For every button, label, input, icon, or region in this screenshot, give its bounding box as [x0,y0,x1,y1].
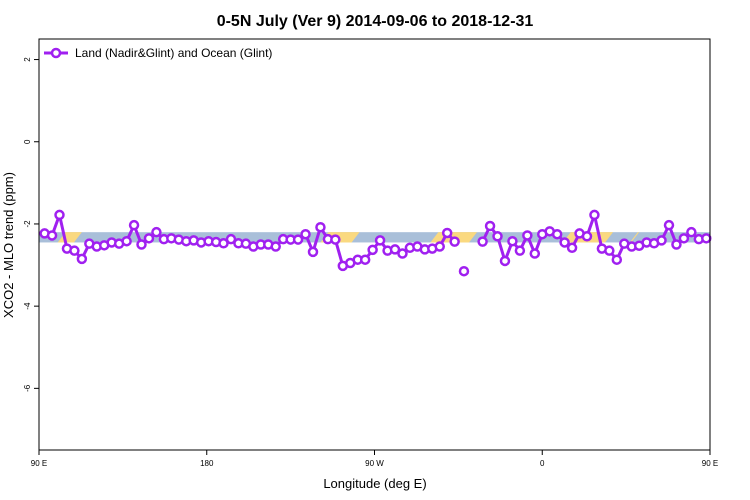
data-point [69,245,80,256]
data-point [315,221,326,233]
data-point [656,235,667,246]
data-point [359,254,371,265]
data-point [218,238,229,249]
legend-marker [50,47,62,59]
data-point [367,244,378,256]
data-point [300,228,311,240]
y-tick-label: 2 [23,57,32,62]
data-point [46,230,58,241]
data-point [611,254,623,265]
data-point [374,235,386,246]
data-point [307,246,319,258]
legend: Land (Nadir&Glint) and Ocean (Glint) [44,46,272,60]
data-point [581,231,593,242]
data-point [128,219,140,231]
data-point [441,227,453,239]
data-point [514,245,526,256]
y-tick-label: -4 [23,302,32,310]
y-axis: 2 0 -2 -4 -6 [23,57,39,392]
data-point [559,237,570,248]
band-blue [39,232,710,243]
y-tick-label: 0 [23,139,32,144]
data-point [529,248,541,259]
data-point [671,239,682,250]
series-layer [39,209,712,277]
chart-title: 0-5N July (Ver 9) 2014-09-06 to 2018-12-… [217,13,534,30]
data-point [499,255,511,267]
data-point [522,230,533,241]
data-point [604,245,615,256]
data-point [458,265,470,277]
x-axis-label: Longitude (deg E) [323,476,426,491]
data-point [492,231,503,242]
data-point [589,209,600,221]
y-tick-label: -6 [23,384,32,392]
data-point [330,234,341,245]
data-point [507,235,518,247]
y-tick-label: -2 [23,220,32,228]
data-point [121,235,132,247]
data-point [678,233,690,244]
data-point [270,241,281,252]
x-tick-label: 90 E [31,459,47,468]
data-point [449,236,460,247]
y-axis-label: XCO2 - MLO trend (ppm) [1,172,16,318]
data-point [551,228,563,240]
data-point [76,253,88,265]
x-tick-label: 180 [200,459,214,468]
data-point [434,241,445,252]
data-point [484,220,496,232]
data-point [143,233,155,244]
data-point [397,248,408,259]
data-point [477,236,488,247]
data-point [136,239,147,250]
x-tick-label: 90 E [702,459,718,468]
data-point [686,226,697,238]
data-point [225,233,237,245]
data-point [54,209,65,221]
data-point [292,234,304,245]
data-point [566,242,578,254]
x-tick-label: 0 [540,459,545,468]
band-yellow-segment [629,232,640,243]
x-tick-label: 90 W [365,459,384,468]
legend-label: Land (Nadir&Glint) and Ocean (Glint) [75,46,272,60]
data-point [663,219,675,231]
data-point [151,226,162,238]
x-axis: 90 E 180 90 W 0 90 E [31,450,718,468]
data-point [389,244,401,255]
data-point [701,233,712,244]
